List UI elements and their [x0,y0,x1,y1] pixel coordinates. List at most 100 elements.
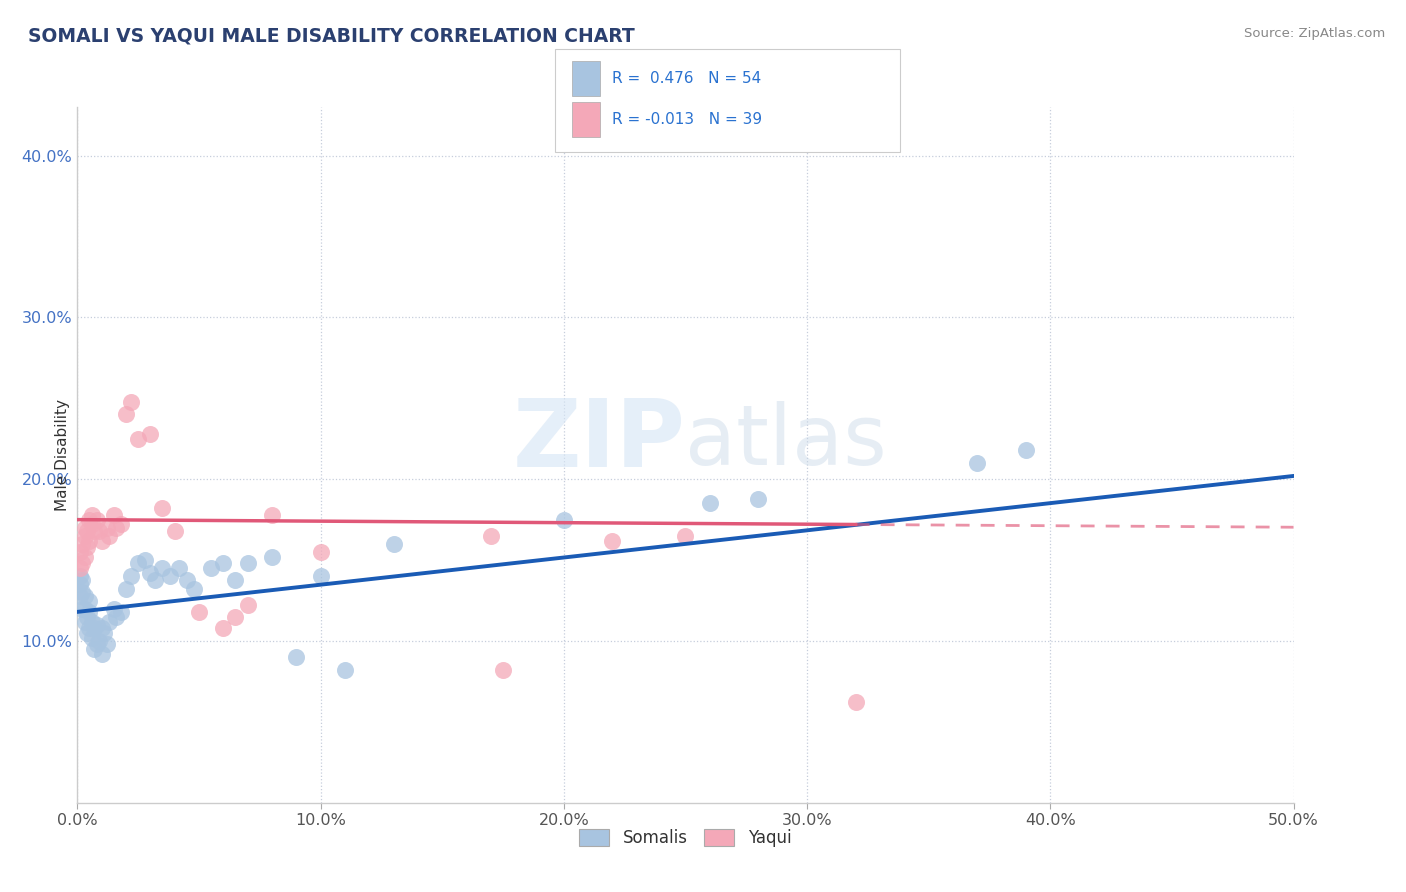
Point [120,569,142,583]
Point [260,549,283,564]
Point [224,609,246,624]
Point [69,561,91,575]
Point [80,615,103,629]
Point [83,621,105,635]
Point [492,663,515,677]
Point [70,537,93,551]
Point [103,601,125,615]
Point [79,605,101,619]
Point [83,524,105,538]
Point [86,617,108,632]
Point [183,582,205,597]
Point [747,491,769,506]
Point [76,626,98,640]
Point [79,533,101,548]
Point [127,432,149,446]
Text: R =  0.476   N = 54: R = 0.476 N = 54 [612,71,761,86]
Point [103,508,125,522]
Point [79,513,101,527]
Point [73,549,96,564]
Point [70,585,93,599]
Point [70,573,93,587]
Point [163,524,186,538]
Point [333,663,356,677]
Point [382,537,405,551]
Point [159,569,181,583]
Point [69,577,91,591]
Point [73,615,96,629]
Point [260,508,283,522]
Point [89,634,111,648]
Point [309,545,332,559]
Text: R = -0.013   N = 39: R = -0.013 N = 39 [612,112,762,127]
Point [139,566,162,580]
Point [93,626,115,640]
Point [86,637,108,651]
Point [602,533,624,548]
Point [73,529,96,543]
Point [69,589,91,603]
Point [110,517,132,532]
Text: atlas: atlas [686,401,887,482]
Point [76,609,98,624]
Legend: Somalis, Yaqui: Somalis, Yaqui [572,822,799,854]
Point [176,573,198,587]
Text: ZIP: ZIP [513,395,686,487]
Point [134,553,156,567]
Point [105,521,128,535]
Point [79,593,101,607]
Point [80,631,103,645]
Point [90,533,112,548]
Point [70,601,93,615]
Point [143,573,166,587]
Point [127,557,149,571]
Point [73,589,96,603]
Text: SOMALI VS YAQUI MALE DISABILITY CORRELATION CHART: SOMALI VS YAQUI MALE DISABILITY CORRELAT… [28,27,636,45]
Text: Source: ZipAtlas.com: Source: ZipAtlas.com [1244,27,1385,40]
Point [73,521,96,535]
Point [115,408,138,422]
Point [966,456,988,470]
Point [212,621,235,635]
Point [89,524,111,538]
Point [309,569,332,583]
Y-axis label: Male Disability: Male Disability [55,399,70,511]
Point [73,601,96,615]
Point [70,557,93,571]
Point [96,637,118,651]
Point [1015,443,1038,458]
Point [236,599,259,613]
Point [224,573,246,587]
Point [76,540,98,554]
Point [285,650,308,665]
Point [479,529,502,543]
Point [86,513,108,527]
Point [553,513,575,527]
Point [152,501,174,516]
Point [120,394,142,409]
Point [69,545,91,559]
Point [96,521,118,535]
Point [79,621,101,635]
Point [845,696,868,710]
Point [69,569,91,583]
Point [97,615,120,629]
Point [169,561,191,575]
Point [76,524,98,538]
Point [188,605,211,619]
Point [236,557,259,571]
Point [105,609,128,624]
Point [139,426,162,441]
Point [212,557,235,571]
Point [115,582,138,597]
Point [675,529,697,543]
Point [80,508,103,522]
Point [90,621,112,635]
Point [83,642,105,657]
Point [97,529,120,543]
Point [200,561,222,575]
Point [110,605,132,619]
Point [152,561,174,575]
Point [80,517,103,532]
Point [699,496,721,510]
